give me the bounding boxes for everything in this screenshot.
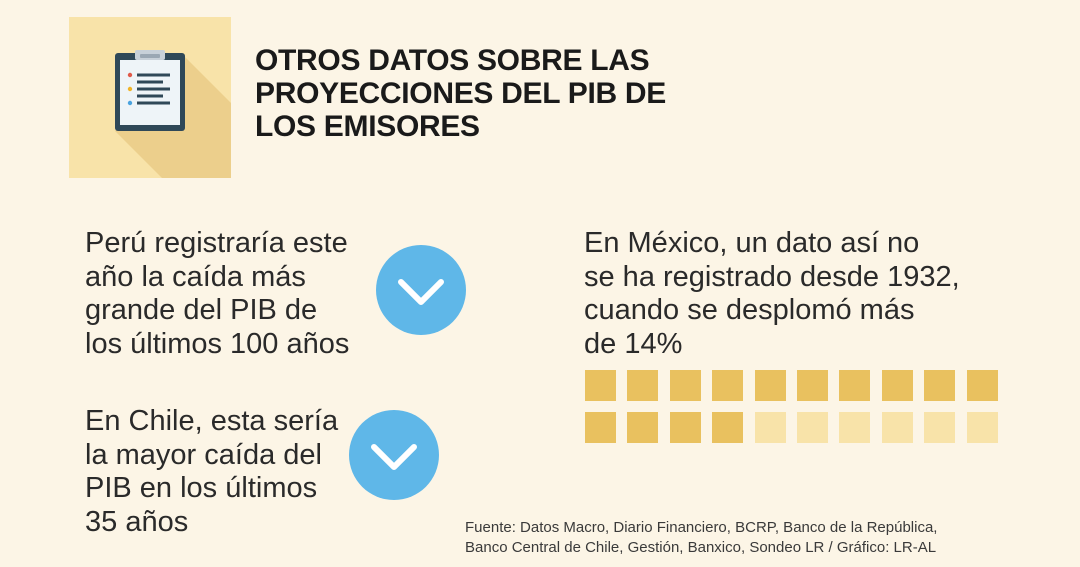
waffle-cell-filled (669, 370, 701, 401)
fact-line: cuando se desplomó más (584, 294, 915, 326)
header-icon-tile (69, 17, 231, 178)
waffle-cell-filled (924, 370, 956, 401)
waffle-cell-empty (966, 412, 998, 443)
fact-line: de 14% (584, 327, 683, 360)
waffle-cell-empty (881, 412, 913, 443)
fact-line: 35 años (85, 505, 189, 538)
waffle-cell-filled (712, 412, 744, 443)
clipboard-icon (115, 50, 231, 178)
source-line: Banco Central de Chile, Gestión, Banxico… (465, 539, 937, 556)
title-line: PROYECCIONES DEL PIB DE (255, 77, 666, 110)
title-line: OTROS DATOS SOBRE LAS (255, 44, 650, 77)
waffle-cell-empty (797, 412, 828, 443)
fact-line: los últimos 100 años (85, 327, 350, 360)
waffle-cell-empty (754, 412, 786, 443)
waffle-cell-filled (585, 412, 616, 443)
fact-line: grande del PIB de (85, 294, 318, 326)
waffle-cell-filled (669, 412, 701, 443)
waffle-cell-filled (839, 370, 871, 401)
chile-chevron-badge (349, 410, 439, 500)
waffle-cell-filled (881, 370, 913, 401)
waffle-cell-empty (924, 412, 956, 443)
waffle-cell-filled (966, 370, 998, 401)
page-title: OTROS DATOS SOBRE LAS PROYECCIONES DEL P… (255, 44, 695, 143)
fact-peru-text: Perú registraría este año la caída más g… (85, 227, 349, 361)
fact-chile-text: En Chile, esta sería la mayor caída del … (85, 405, 338, 539)
waffle-cell-filled (712, 370, 744, 401)
waffle-chart (585, 370, 999, 444)
waffle-cell-filled (754, 370, 786, 401)
waffle-cell-filled (627, 412, 659, 443)
fact-line: se ha registrado desde 1932, (584, 260, 960, 293)
waffle-cell-empty (839, 412, 871, 443)
chevron-down-icon (371, 444, 417, 470)
waffle-cell-filled (627, 370, 659, 401)
waffle-cell-filled (585, 370, 616, 401)
fact-line: Perú registraría este (85, 227, 348, 259)
chevron-down-icon (398, 279, 444, 305)
fact-mexico-text: En México, un dato así no se ha registra… (584, 227, 960, 361)
fact-line: En México, un dato así no (584, 227, 920, 259)
source-line: Fuente: Datos Macro, Diario Financiero, … (465, 519, 938, 536)
fact-line: la mayor caída del (85, 438, 322, 471)
peru-chevron-badge (376, 245, 466, 335)
source-note: Fuente: Datos Macro, Diario Financiero, … (465, 518, 1025, 558)
fact-line: En Chile, esta sería (85, 405, 339, 437)
fact-line: año la caída más (85, 260, 306, 293)
title-line: LOS EMISORES (255, 110, 480, 143)
fact-line: PIB en los últimos (85, 472, 318, 504)
waffle-cell-filled (797, 370, 828, 401)
